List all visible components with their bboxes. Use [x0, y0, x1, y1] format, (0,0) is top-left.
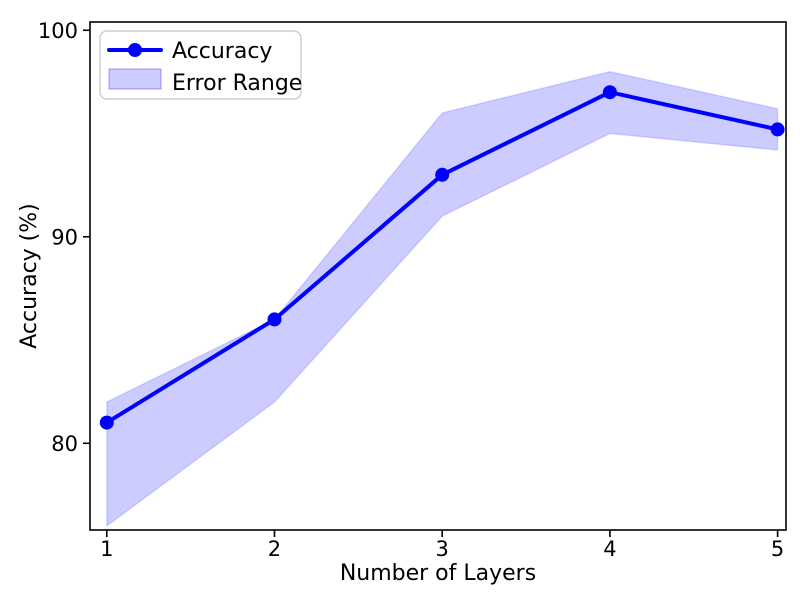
x-axis-title: Number of Layers [340, 561, 536, 586]
legend-error-range-swatch [108, 68, 162, 90]
legend-label-error-range: Error Range [172, 71, 302, 96]
y-tick-label: 80 [51, 432, 78, 456]
accuracy-data-point [99, 415, 114, 430]
accuracy-data-point [770, 122, 785, 137]
x-tick-label: 2 [268, 537, 281, 561]
legend-label-accuracy: Accuracy [172, 39, 272, 64]
x-tick-label: 4 [603, 537, 616, 561]
accuracy-data-point [267, 312, 282, 327]
accuracy-data-point [602, 85, 617, 100]
x-tick-label: 3 [436, 537, 449, 561]
legend-accuracy-marker-sample [128, 43, 142, 57]
legend: Accuracy Error Range [99, 30, 302, 100]
x-tick-label: 1 [100, 537, 113, 561]
x-axis: 1 2 3 4 5 [100, 530, 784, 561]
y-axis: 80 90 100 [38, 19, 90, 456]
y-axis-title: Accuracy (%) [17, 203, 42, 349]
error-band-area [106, 70, 779, 528]
y-tick-label: 90 [51, 225, 78, 249]
x-tick-label: 5 [771, 537, 784, 561]
accuracy-markers [99, 85, 785, 430]
y-tick-label: 100 [38, 19, 78, 43]
accuracy-data-point [435, 167, 450, 182]
plot-border [89, 21, 787, 531]
